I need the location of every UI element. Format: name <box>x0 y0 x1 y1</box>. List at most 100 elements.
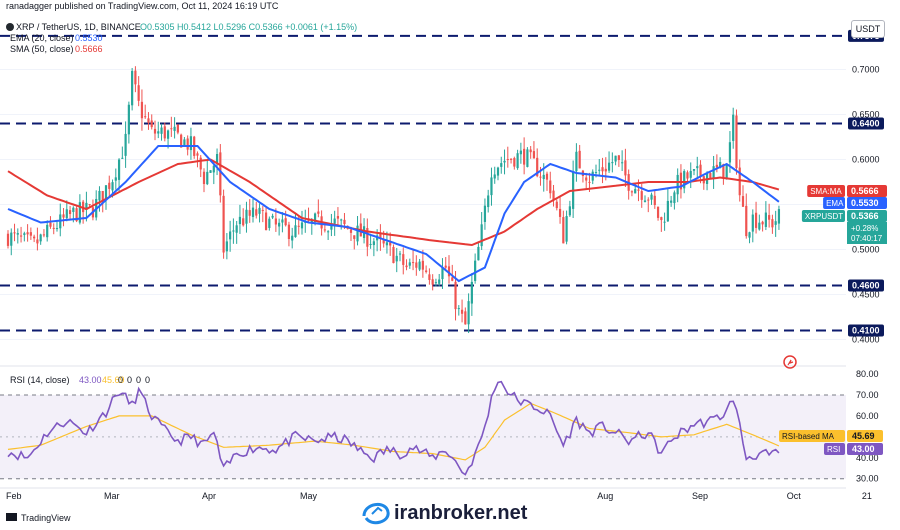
candle-body <box>55 228 59 230</box>
candle-body <box>281 219 284 223</box>
candle-body <box>330 223 333 230</box>
time-tick-label: Mar <box>104 491 120 501</box>
candle-body <box>212 165 215 173</box>
candle-body <box>451 277 454 281</box>
xrp-logo-icon <box>6 23 14 31</box>
candle-body <box>294 225 297 238</box>
candle-body <box>483 205 487 222</box>
symbol-legend-row[interactable]: XRP / TetherUS, 1D, BINANCE O0.5305 H0.5… <box>6 22 357 32</box>
candle-body <box>758 222 761 230</box>
candle-body <box>653 195 656 206</box>
candle-body <box>650 194 653 200</box>
candle-body <box>568 206 571 216</box>
candle-body <box>709 173 712 179</box>
tradingview-logo[interactable]: TradingView <box>6 513 71 523</box>
candle-body <box>454 281 457 310</box>
candle-body <box>78 202 81 223</box>
candle-body <box>578 150 581 169</box>
candle-body <box>340 219 343 221</box>
candle-body <box>470 281 473 304</box>
sma-50-line[interactable] <box>7 158 780 247</box>
candle-body <box>19 235 23 237</box>
watermark-text: iranbroker.net <box>394 502 528 524</box>
candle-body <box>670 200 673 203</box>
alert-icon[interactable] <box>783 355 797 369</box>
candle-body <box>621 162 624 164</box>
candle-body <box>369 243 372 245</box>
candle-body <box>408 262 411 266</box>
candle-body <box>310 219 313 223</box>
price-tag-label-box <box>801 210 845 222</box>
candle-body <box>542 174 545 180</box>
candle-body <box>745 205 748 237</box>
candle-body <box>147 118 150 123</box>
candle-body <box>264 212 268 231</box>
rsi-tag-value-box <box>847 443 883 455</box>
rsi-tick-label: 70.00 <box>856 390 879 400</box>
candle-body <box>183 139 186 146</box>
candle-body <box>127 104 130 135</box>
candle-body <box>202 171 206 185</box>
ema-20-line[interactable] <box>7 145 780 283</box>
symbol-title: XRP / TetherUS, 1D, BINANCE <box>16 22 141 32</box>
candle-body <box>284 218 287 226</box>
candle-body <box>545 173 549 180</box>
price-tag-value-box <box>847 197 887 209</box>
candle-body <box>552 190 555 200</box>
candle-body <box>676 174 679 195</box>
ema-legend-row[interactable]: EMA (20, close) 0.5530 <box>10 33 103 43</box>
candle-body <box>33 236 36 239</box>
rsi-tag-label: RSI <box>827 445 840 454</box>
candle-body <box>242 218 245 226</box>
candle-body <box>101 190 104 201</box>
candle-body <box>137 85 140 101</box>
level-price-tag <box>848 279 884 292</box>
candle-body <box>666 200 669 222</box>
price-tick-label: 0.6500 <box>852 110 880 120</box>
candle-body <box>487 195 490 208</box>
currency-button[interactable]: USDT <box>851 20 885 38</box>
price-tag-value: 0.5366 <box>851 211 879 221</box>
ema-legend-label: EMA (20, close) <box>10 33 74 43</box>
candle-body <box>176 124 179 133</box>
candle-body <box>291 235 294 241</box>
price-tag-value: 0.5530 <box>851 198 879 208</box>
candle-body <box>647 199 650 201</box>
candle-body <box>467 301 470 325</box>
candle-body <box>460 309 464 314</box>
candle-body <box>42 234 46 236</box>
candle-body <box>144 116 147 118</box>
candle-body <box>683 171 686 189</box>
candle-body <box>457 308 460 310</box>
time-tick-label: 21 <box>862 491 872 501</box>
candle-body <box>389 242 392 246</box>
price-tag-label: SMA:MA <box>810 187 842 196</box>
rsi-ma-line[interactable] <box>7 402 780 461</box>
rsi-legend-value: 43.00 <box>79 375 102 385</box>
candle-body <box>477 246 480 261</box>
candle-body <box>771 219 774 228</box>
time-tick-label: Aug <box>597 491 613 501</box>
candle-body <box>229 231 232 240</box>
candle-body <box>372 241 375 246</box>
candle-body <box>196 153 199 156</box>
candle-body <box>500 163 503 167</box>
rsi-legend-row[interactable]: RSI (14, close) 43.00 45.69 0 0 0 0 <box>10 375 150 385</box>
candle-body <box>75 208 78 222</box>
candle-body <box>715 164 718 168</box>
sma-legend-row[interactable]: SMA (50, close) 0.5666 <box>10 44 103 54</box>
rsi-tag-label: RSI-based MA <box>782 432 835 441</box>
candle-body <box>689 170 692 178</box>
candle-body <box>591 171 594 181</box>
candle-body <box>444 265 447 268</box>
candle-body <box>300 222 304 229</box>
candle-body <box>199 157 202 170</box>
candle-body <box>108 182 111 189</box>
candle-body <box>245 209 248 224</box>
candle-body <box>343 219 346 225</box>
iranbroker-logo-icon <box>362 503 390 525</box>
candle-body <box>604 168 607 172</box>
rsi-line[interactable] <box>7 380 780 476</box>
